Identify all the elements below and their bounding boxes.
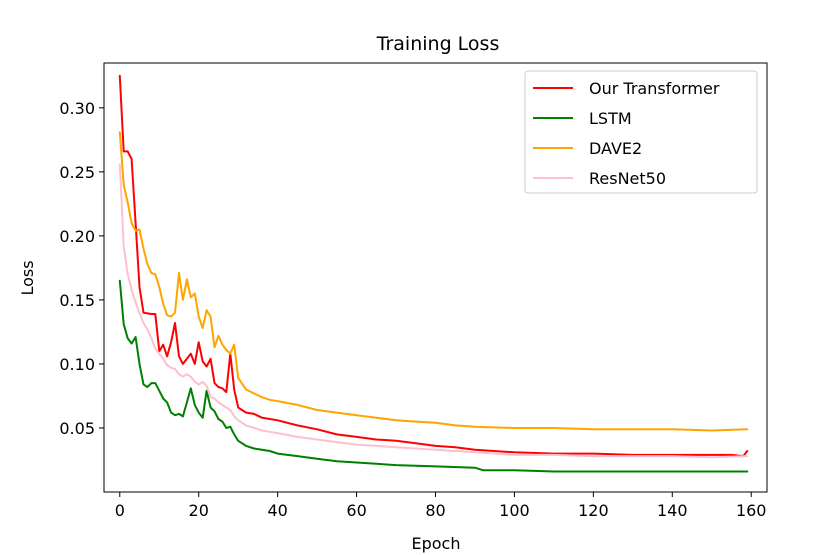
x-tick-label: 160 bbox=[736, 501, 767, 520]
y-tick-label: 0.25 bbox=[59, 163, 95, 182]
x-axis: 0 20 40 60 80 100 120 140 160 bbox=[115, 492, 767, 520]
y-tick-label: 0.10 bbox=[59, 355, 95, 374]
legend-label: Our Transformer bbox=[589, 79, 720, 98]
series-line-dave2 bbox=[118, 131, 749, 432]
x-tick-label: 100 bbox=[499, 501, 530, 520]
legend: Our Transformer LSTM DAVE2 ResNet50 bbox=[524, 70, 758, 194]
x-tick-label: 60 bbox=[346, 501, 366, 520]
x-tick-label: 140 bbox=[657, 501, 688, 520]
x-axis-label: Epoch bbox=[412, 534, 461, 553]
y-tick-label: 0.20 bbox=[59, 227, 95, 246]
series-line-resnet50 bbox=[118, 163, 749, 459]
x-tick-label: 40 bbox=[267, 501, 287, 520]
series-layer bbox=[118, 74, 749, 473]
y-axis: 0.05 0.10 0.15 0.20 0.25 0.30 bbox=[59, 99, 104, 438]
legend-label: DAVE2 bbox=[589, 139, 642, 158]
x-tick-label: 120 bbox=[578, 501, 609, 520]
x-tick-label: 0 bbox=[115, 501, 125, 520]
series-line-our-transformer bbox=[118, 74, 749, 458]
x-tick-label: 80 bbox=[425, 501, 445, 520]
y-axis-label: Loss bbox=[18, 260, 37, 295]
y-tick-label: 0.30 bbox=[59, 99, 95, 118]
legend-label: ResNet50 bbox=[589, 169, 666, 188]
series-line-lstm bbox=[118, 279, 749, 473]
legend-box bbox=[524, 70, 758, 194]
y-tick-label: 0.15 bbox=[59, 291, 95, 310]
y-tick-label: 0.05 bbox=[59, 419, 95, 438]
legend-label: LSTM bbox=[589, 109, 632, 128]
x-tick-label: 20 bbox=[189, 501, 209, 520]
chart-title: Training Loss bbox=[376, 33, 500, 55]
